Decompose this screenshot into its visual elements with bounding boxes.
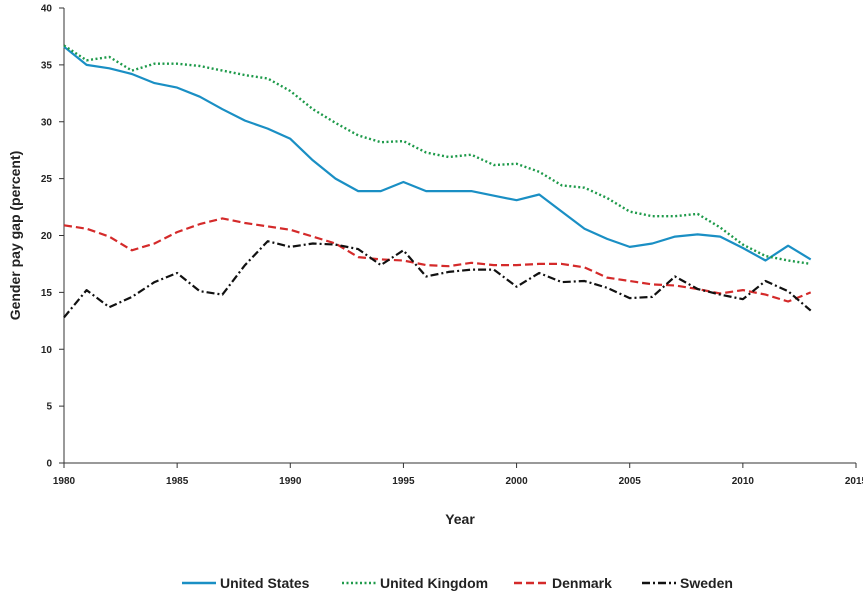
- series-line-3: [63, 240, 812, 319]
- y-tick-label: 15: [41, 288, 53, 299]
- y-tick-label: 35: [41, 60, 53, 71]
- series-line-2: [63, 217, 812, 303]
- y-tick-label: 30: [41, 117, 53, 128]
- x-tick-label: 1980: [53, 476, 76, 487]
- legend: United States United Kingdom Denmark Sweden: [182, 575, 733, 591]
- series-lines: [63, 44, 812, 319]
- y-ticks: 0 5 10 15 20 25 30 35 40: [41, 4, 64, 470]
- x-tick-label: 2000: [505, 476, 528, 487]
- x-tick-label: 2005: [619, 476, 642, 487]
- y-tick-label: 0: [46, 459, 52, 470]
- legend-label-1: United Kingdom: [380, 575, 488, 591]
- legend-label-2: Denmark: [552, 575, 612, 591]
- series-line-1: [63, 44, 811, 266]
- legend-label-0: United States: [220, 575, 310, 591]
- x-tick-label: 1990: [279, 476, 302, 487]
- x-tick-label: 1995: [392, 476, 415, 487]
- x-ticks: 1980 1985 1990 1995 2000 2005 2010 2015: [53, 463, 863, 487]
- axes: [63, 8, 856, 464]
- y-tick-label: 5: [46, 402, 52, 413]
- y-axis-title: Gender pay gap (percent): [7, 151, 23, 321]
- x-axis-title: Year: [445, 511, 475, 527]
- series-line-0: [63, 45, 812, 262]
- y-tick-label: 25: [41, 174, 53, 185]
- x-tick-label: 2010: [732, 476, 755, 487]
- x-tick-label: 2015: [845, 476, 863, 487]
- y-tick-label: 10: [41, 345, 53, 356]
- legend-label-3: Sweden: [680, 575, 733, 591]
- y-tick-label: 40: [41, 4, 53, 15]
- x-tick-label: 1985: [166, 476, 189, 487]
- y-tick-label: 20: [41, 231, 53, 242]
